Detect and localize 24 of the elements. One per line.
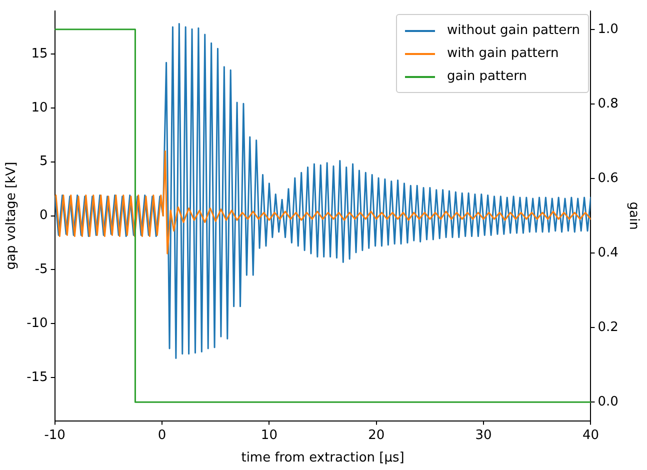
y-tick-label: -15	[26, 370, 48, 386]
x-tick-label: 20	[368, 428, 385, 443]
y2-tick-label: 0.4	[598, 245, 618, 260]
y-axis-title: gap voltage [kV]	[4, 162, 20, 270]
x-axis-title: time from extraction [μs]	[241, 450, 404, 466]
y2-tick-label: 1.0	[598, 22, 618, 37]
x-tick-label: 30	[475, 428, 492, 443]
y-tick-label: -5	[34, 262, 48, 278]
y-tick-label: 0	[40, 208, 48, 224]
x-tick-label: 0	[158, 428, 166, 443]
x-tick-label: 10	[260, 428, 278, 443]
y2-tick-label: 0.6	[598, 170, 618, 186]
legend-label: with gain pattern	[447, 46, 559, 61]
y2-tick-label: 0.0	[598, 394, 618, 410]
x-tick-label: 40	[582, 428, 599, 443]
legend-label: gain pattern	[447, 69, 527, 84]
y-tick-label: 5	[40, 154, 48, 170]
y2-axis-title: gain	[626, 202, 641, 230]
y2-tick-label: 0.2	[598, 320, 618, 335]
y-tick-label: -10	[26, 316, 48, 332]
y-tick-label: 15	[31, 46, 48, 62]
y2-tick-label: 0.8	[598, 96, 618, 112]
y-tick-label: 10	[31, 100, 48, 116]
legend-label: without gain pattern	[447, 23, 580, 38]
